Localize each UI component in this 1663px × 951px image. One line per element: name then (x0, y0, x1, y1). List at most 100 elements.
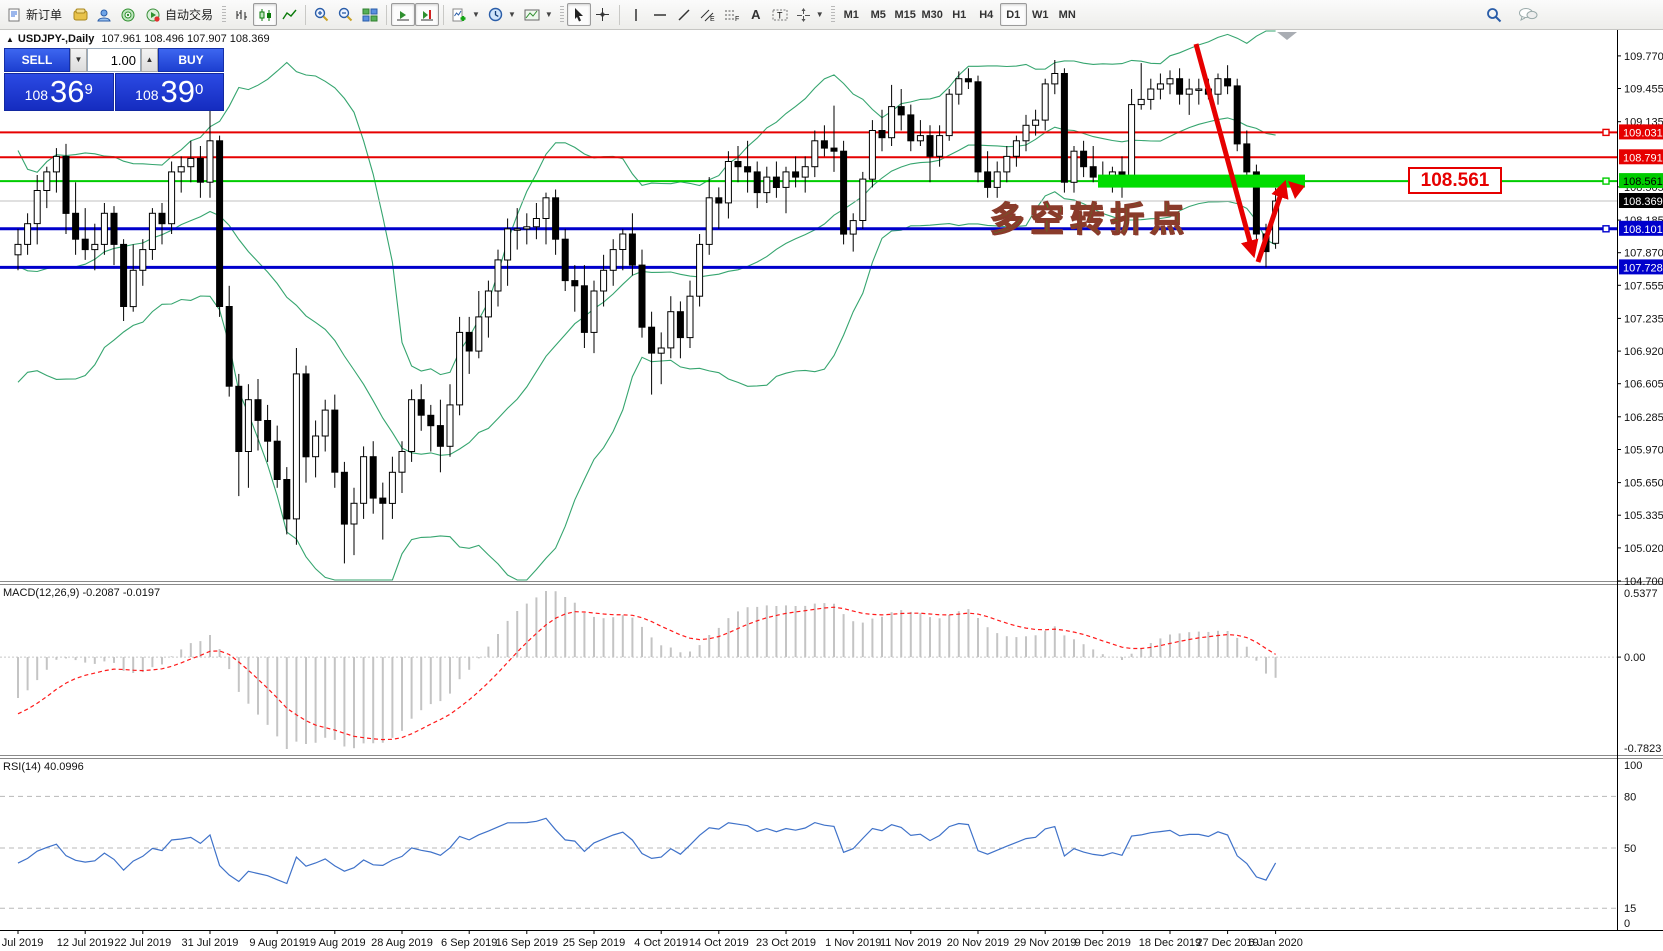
toolbar-right-icons (1482, 3, 1542, 26)
line-chart-icon (281, 9, 297, 19)
collapse-icon[interactable]: ▲ (6, 35, 14, 44)
auto-trading-icon (146, 8, 160, 22)
toolbar-separator (305, 4, 307, 25)
periods-dropdown-caret[interactable]: ▼ (507, 10, 516, 19)
svg-text:50: 50 (1624, 843, 1636, 855)
indicators-dropdown-caret[interactable]: ▼ (472, 10, 480, 19)
svg-text:16 Sep 2019: 16 Sep 2019 (496, 937, 558, 949)
svg-text:12 Jul 2019: 12 Jul 2019 (57, 937, 114, 949)
volume-input[interactable] (87, 48, 141, 72)
fibonacci-icon: F (724, 10, 739, 22)
svg-text:107.235: 107.235 (1624, 313, 1663, 325)
svg-text:109.031: 109.031 (1623, 127, 1663, 139)
bar-chart-button[interactable] (229, 3, 253, 26)
vertical-line-button[interactable] (624, 3, 648, 26)
svg-text:-0.7823: -0.7823 (1624, 743, 1661, 755)
toolbar-grip[interactable] (222, 5, 227, 24)
zoom-out-button[interactable] (334, 3, 358, 26)
timeframe-button-h1[interactable]: H1 (952, 8, 967, 21)
toolbar-separator (443, 4, 445, 25)
horizontal-line-button[interactable] (648, 3, 672, 26)
sell-button[interactable]: SELL (4, 48, 70, 72)
timeframe-button-d1[interactable]: D1 (999, 3, 1027, 26)
timeframe-button-m5[interactable]: M5 (870, 8, 886, 21)
line-chart-button[interactable] (277, 3, 301, 26)
auto-trading-button[interactable]: 自动交易 (140, 3, 219, 26)
search-button[interactable] (1482, 3, 1506, 26)
buy-price-pip: 0 (195, 81, 204, 98)
svg-text:25 Sep 2019: 25 Sep 2019 (563, 937, 625, 949)
svg-text:14 Oct 2019: 14 Oct 2019 (689, 937, 749, 949)
auto-scroll-button[interactable] (391, 3, 416, 26)
zoom-in-button[interactable] (310, 3, 334, 26)
svg-text:6 Sep 2019: 6 Sep 2019 (441, 937, 497, 949)
chart-shift-button[interactable] (415, 3, 440, 26)
buy-button[interactable]: BUY (158, 48, 224, 72)
zoom-in-icon (314, 7, 329, 22)
auto-scroll-icon (397, 10, 410, 20)
trendline-button[interactable] (672, 3, 696, 26)
indicators-button[interactable]: ▼ (448, 3, 484, 26)
candlestick-chart-button[interactable] (253, 3, 278, 26)
svg-text:23 Oct 2019: 23 Oct 2019 (756, 937, 816, 949)
equidistant-channel-button[interactable]: E (696, 3, 720, 26)
svg-text:105.970: 105.970 (1624, 445, 1663, 457)
timeframe-button-m30[interactable]: M30 (921, 8, 943, 21)
toolbar-grip[interactable] (559, 5, 564, 24)
chart-shift-icon (421, 9, 434, 20)
chat-button[interactable] (1514, 3, 1542, 26)
volume-increase-button[interactable]: ▲ (141, 48, 158, 72)
crosshair-icon (596, 8, 610, 21)
community-button[interactable] (92, 3, 116, 26)
chart-annotation-text[interactable]: 多空转折点 (989, 200, 1190, 239)
svg-text:27 Dec 2019: 27 Dec 2019 (1196, 937, 1258, 949)
buy-price-display[interactable]: 108 39 0 (114, 73, 224, 111)
toolbar: 新订单 自动交易 (0, 0, 1663, 30)
timeframe-button-h4[interactable]: H4 (979, 8, 994, 21)
arrows-dropdown-caret[interactable]: ▼ (815, 10, 824, 19)
tile-windows-button[interactable] (358, 3, 382, 26)
timeframe-button-w1[interactable]: W1 (1031, 8, 1049, 21)
text-label-button[interactable]: T (768, 3, 792, 26)
zoom-out-icon (338, 7, 353, 22)
fibonacci-button[interactable]: F (720, 3, 744, 26)
timeframe-button-m1[interactable]: M1 (843, 8, 859, 21)
price-flag-label[interactable]: 108.561 (1408, 167, 1502, 194)
timeframe-strip: M1 M5 M15 M30 H1 H4 D1 W1 MN (838, 3, 1081, 26)
equidistant-channel-icon: E (700, 9, 715, 22)
text-label-icon: T (772, 9, 788, 20)
toolbar-grip[interactable] (830, 5, 835, 24)
templates-dropdown-caret[interactable]: ▼ (544, 10, 553, 19)
cursor-button[interactable] (566, 3, 591, 26)
toolbar-separator (618, 4, 620, 25)
volume-decrease-button[interactable]: ▼ (70, 48, 87, 72)
new-order-button[interactable]: 新订单 (2, 3, 68, 26)
text-button[interactable]: A (744, 3, 768, 26)
signals-button[interactable] (116, 3, 140, 26)
svg-text:22 Jul 2019: 22 Jul 2019 (114, 937, 171, 949)
svg-text:105.650: 105.650 (1624, 478, 1663, 490)
svg-text:6 Jan 2020: 6 Jan 2020 (1248, 937, 1302, 949)
market-button[interactable] (68, 3, 92, 26)
chart-window-title: ▲ USDJPY-,Daily 107.961 108.496 107.907 10… (6, 33, 270, 45)
sell-price-display[interactable]: 108 36 9 (4, 73, 114, 111)
svg-text:106.920: 106.920 (1624, 346, 1663, 358)
svg-text:0.5377: 0.5377 (1624, 588, 1658, 600)
timeframe-button-m15[interactable]: M15 (894, 8, 916, 21)
arrows-button[interactable]: ▼ (792, 3, 828, 26)
svg-text:0.00: 0.00 (1624, 652, 1645, 664)
periods-button[interactable]: ▼ (484, 3, 520, 26)
svg-text:107.870: 107.870 (1624, 248, 1663, 260)
timeframe-button-mn[interactable]: MN (1058, 8, 1076, 21)
svg-text:108.561: 108.561 (1623, 176, 1663, 188)
svg-text:109.455: 109.455 (1624, 84, 1663, 96)
sell-price-pip: 9 (84, 81, 93, 98)
toolbar-separator (386, 4, 388, 25)
crosshair-button[interactable] (591, 3, 615, 26)
horizontal-line-icon (653, 13, 666, 16)
templates-button[interactable]: ▼ (520, 3, 557, 26)
templates-icon (524, 9, 540, 20)
